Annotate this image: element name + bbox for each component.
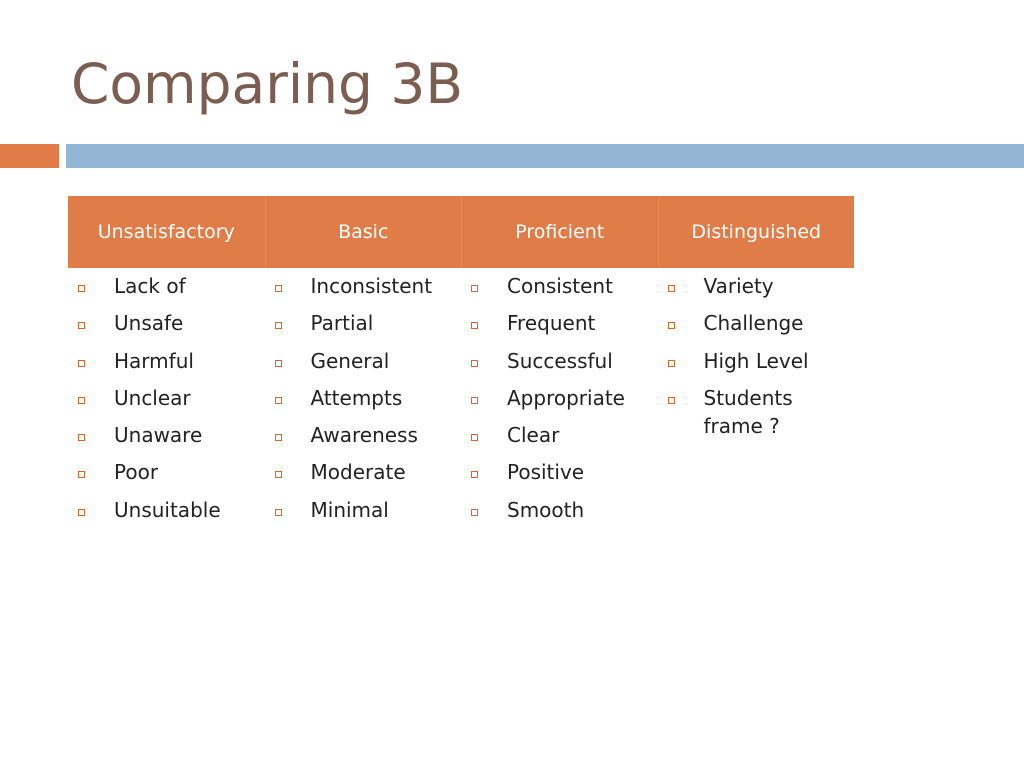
square-bullet-icon: [471, 285, 478, 292]
list-item-text: High Level: [703, 348, 809, 373]
square-bullet-icon: [78, 508, 85, 516]
square-bullet-icon: [274, 396, 282, 404]
table-body-row: Lack of Unsafe Harmful Unclear Unaware Poor Un…: [68, 268, 854, 524]
accent-bar-blue: [66, 144, 1024, 168]
square-bullet-icon: [667, 322, 675, 330]
list-item-text: Students frame ?: [703, 385, 793, 438]
list-item-text: Clear: [507, 423, 560, 448]
list-item: Challenge: [667, 309, 855, 337]
table-header-row: Unsatisfactory Basic Proficient Distingu…: [68, 196, 854, 268]
list-item-text: General: [310, 348, 390, 373]
list-item-text: Consistent: [507, 274, 613, 298]
list-item: Partial: [274, 309, 462, 337]
square-bullet-icon: [274, 359, 282, 367]
header-distinguished: Distinguished: [657, 196, 855, 268]
square-bullet-icon: [274, 471, 282, 479]
header-basic: Basic: [264, 196, 462, 268]
list-item-text: Moderate: [310, 460, 406, 485]
list-item: Harmful: [78, 347, 265, 375]
square-bullet-icon: [471, 359, 478, 367]
comparison-table: Unsatisfactory Basic Proficient Distingu…: [68, 196, 854, 524]
list-item-text: Unaware: [114, 423, 203, 448]
list-item-text: Unsuitable: [114, 497, 221, 522]
square-bullet-icon: [274, 508, 282, 516]
list-item-text: Harmful: [114, 348, 194, 373]
column-proficient: Consistent Frequent Successful Appropriate C…: [461, 270, 658, 524]
list-item: Minimal: [274, 496, 462, 524]
square-bullet-icon: [78, 471, 85, 479]
list-item: Frequent: [471, 309, 658, 337]
list-item: Clear: [471, 421, 658, 449]
list-item: High Level: [667, 347, 855, 375]
list-item-text: Successful: [507, 348, 613, 373]
column-basic: Inconsistent Partial General Attempts Awaren…: [265, 270, 462, 524]
list-item: Awareness: [274, 421, 462, 449]
square-bullet-icon: [274, 434, 282, 442]
list-item: Attempts: [274, 384, 462, 412]
square-bullet-icon: [471, 322, 478, 330]
square-bullet-icon: [667, 396, 675, 404]
list-item: Poor: [78, 458, 265, 486]
list-item-text: Poor: [114, 460, 159, 485]
square-bullet-icon: [78, 396, 85, 404]
list-item: Unclear: [78, 384, 265, 412]
square-bullet-icon: [471, 396, 478, 404]
square-bullet-icon: [471, 508, 478, 516]
list-item: Successful: [471, 347, 658, 375]
list-item-text: Positive: [507, 460, 585, 485]
list-item-text: Frequent: [507, 311, 596, 336]
list-item: Smooth: [471, 496, 658, 524]
square-bullet-icon: [78, 285, 85, 292]
list-item-text: Partial: [310, 311, 374, 336]
list-item: Inconsistent: [274, 272, 462, 300]
square-bullet-icon: [471, 471, 478, 479]
list-item-text: Smooth: [507, 497, 585, 522]
list-item: Positive: [471, 458, 658, 486]
list-item-text: Variety: [703, 274, 774, 298]
list-item: Appropriate: [471, 384, 658, 412]
list-item-text: Challenge: [703, 311, 804, 336]
list-item: Unsafe: [78, 309, 265, 337]
list-item: Variety: [667, 272, 855, 300]
list-item: General: [274, 347, 462, 375]
slide-title: Comparing 3B: [71, 52, 464, 116]
accent-bar-orange: [0, 144, 59, 168]
list-item-text: Appropriate: [507, 385, 625, 410]
square-bullet-icon: [78, 322, 85, 330]
list-item-text: Inconsistent: [310, 274, 433, 298]
square-bullet-icon: [667, 285, 675, 292]
square-bullet-icon: [78, 434, 85, 442]
list-item: Lack of: [78, 272, 265, 300]
square-bullet-icon: [274, 285, 282, 292]
list-item: Moderate: [274, 458, 462, 486]
square-bullet-icon: [274, 322, 282, 330]
column-unsatisfactory: Lack of Unsafe Harmful Unclear Unaware Poor Un…: [68, 270, 265, 524]
list-item-text: Attempts: [310, 385, 403, 410]
list-item-text: Awareness: [310, 423, 418, 448]
list-item: Students frame ?: [667, 384, 855, 440]
list-item: Unaware: [78, 421, 265, 449]
list-item-text: Lack of: [114, 274, 186, 298]
list-item-text: Minimal: [310, 497, 389, 522]
square-bullet-icon: [471, 434, 478, 442]
list-item: Unsuitable: [78, 496, 265, 524]
list-item-text: Unsafe: [114, 311, 184, 336]
list-item: Consistent: [471, 272, 658, 300]
list-item-text: Unclear: [114, 385, 191, 410]
header-unsatisfactory: Unsatisfactory: [97, 221, 235, 243]
column-distinguished: Variety Challenge High Level Students frame…: [658, 270, 855, 524]
square-bullet-icon: [667, 359, 675, 367]
square-bullet-icon: [78, 359, 85, 367]
header-proficient: Proficient: [461, 196, 658, 268]
